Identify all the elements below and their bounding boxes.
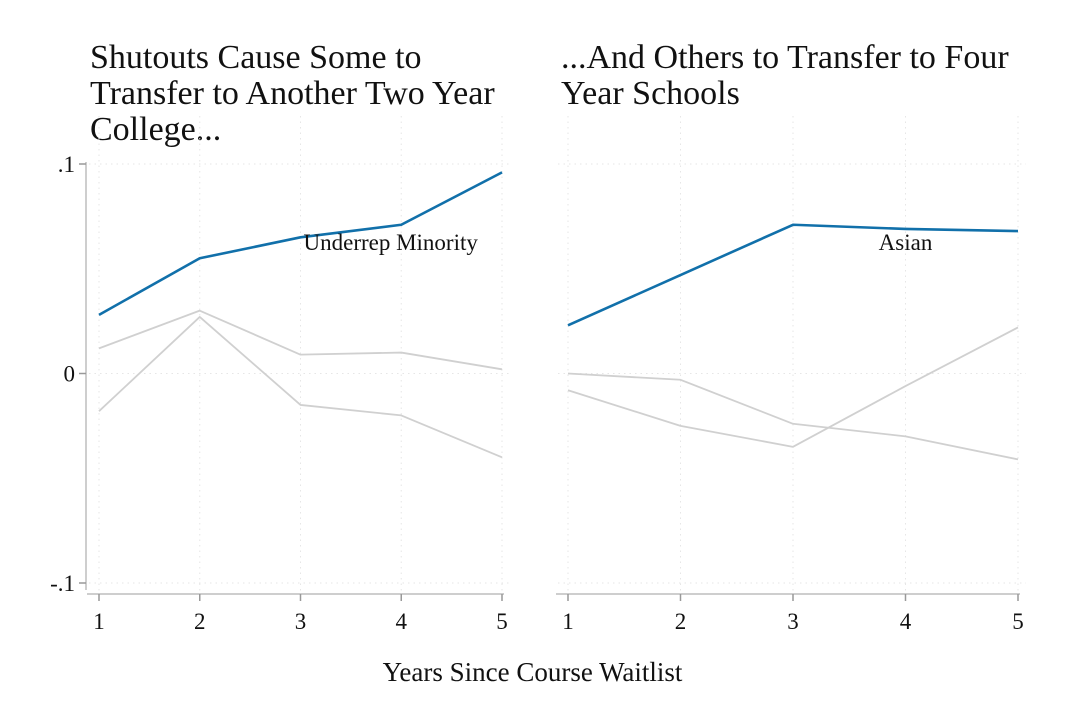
x-tick-label: 4: [900, 609, 912, 634]
x-tick-label: 5: [496, 609, 508, 634]
series-label: Underrep Minority: [304, 230, 479, 255]
y-tick-label: -.1: [50, 571, 75, 596]
y-tick-label: 0: [64, 362, 76, 387]
y-tick-label: .1: [58, 152, 75, 177]
x-tick-label: 2: [675, 609, 687, 634]
series-label: Asian: [879, 230, 933, 255]
left-panel-title: Shutouts Cause Some to Transfer to Anoth…: [90, 39, 495, 148]
comparison-series-line: [567, 326, 1019, 448]
x-tick-label: 2: [194, 609, 206, 634]
comparison-series-line: [98, 309, 503, 371]
x-tick-label: 4: [396, 609, 408, 634]
x-tick-label: 3: [295, 609, 307, 634]
x-tick-label: 1: [93, 609, 105, 634]
x-tick-label: 5: [1012, 609, 1024, 634]
highlight-series-line: [567, 223, 1019, 327]
highlight-series-line: [98, 171, 503, 316]
x-axis-label: Years Since Course Waitlist: [382, 657, 683, 687]
comparison-series-line: [567, 372, 1019, 461]
x-tick-label: 3: [787, 609, 799, 634]
comparison-series-line: [98, 316, 503, 459]
x-tick-label: 1: [562, 609, 574, 634]
right-panel-title: ...And Others to Transfer to Four Year S…: [561, 39, 1009, 112]
